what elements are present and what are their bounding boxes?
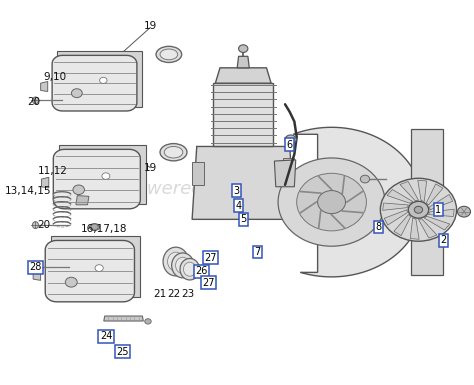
- Polygon shape: [410, 218, 419, 239]
- Polygon shape: [192, 162, 204, 185]
- Polygon shape: [45, 241, 135, 302]
- Circle shape: [414, 206, 423, 213]
- Ellipse shape: [175, 257, 190, 273]
- Polygon shape: [383, 203, 409, 210]
- Polygon shape: [428, 209, 454, 216]
- Polygon shape: [59, 145, 146, 204]
- Text: 22: 22: [167, 289, 180, 299]
- Text: 21: 21: [153, 289, 166, 299]
- Circle shape: [73, 185, 84, 194]
- Text: 16,17,18: 16,17,18: [81, 224, 127, 234]
- Text: 20: 20: [27, 97, 41, 107]
- Text: 28: 28: [29, 262, 42, 272]
- Circle shape: [297, 173, 366, 231]
- Ellipse shape: [183, 262, 196, 276]
- Text: 19: 19: [144, 21, 157, 31]
- Polygon shape: [51, 236, 140, 297]
- Text: 27: 27: [202, 278, 215, 288]
- Text: 27: 27: [204, 253, 217, 263]
- Text: 20: 20: [37, 220, 50, 230]
- Polygon shape: [419, 219, 437, 238]
- Text: Powered by Vision Spares: Powered by Vision Spares: [125, 180, 357, 198]
- Circle shape: [102, 173, 110, 179]
- Text: 9,10: 9,10: [44, 72, 66, 82]
- Circle shape: [285, 135, 296, 144]
- Circle shape: [380, 178, 456, 241]
- Circle shape: [91, 224, 98, 230]
- Ellipse shape: [163, 247, 189, 276]
- Polygon shape: [237, 56, 249, 68]
- Polygon shape: [418, 180, 427, 201]
- Text: 25: 25: [116, 347, 128, 357]
- Polygon shape: [387, 189, 413, 203]
- Polygon shape: [42, 177, 49, 188]
- Polygon shape: [400, 181, 419, 201]
- Circle shape: [72, 89, 82, 98]
- Circle shape: [408, 201, 428, 218]
- Text: 8: 8: [375, 222, 381, 232]
- Ellipse shape: [160, 49, 178, 60]
- Polygon shape: [52, 55, 137, 111]
- Polygon shape: [274, 160, 296, 187]
- Text: 1: 1: [436, 205, 441, 215]
- Polygon shape: [215, 68, 271, 83]
- Text: 26: 26: [195, 266, 208, 276]
- Text: 4: 4: [236, 201, 242, 211]
- Text: 23: 23: [181, 289, 194, 299]
- Circle shape: [238, 45, 248, 52]
- Polygon shape: [424, 216, 450, 230]
- Polygon shape: [384, 210, 407, 225]
- Polygon shape: [53, 149, 140, 209]
- Polygon shape: [426, 184, 443, 205]
- Polygon shape: [293, 127, 422, 277]
- Circle shape: [95, 265, 103, 271]
- Polygon shape: [104, 316, 143, 321]
- Text: 11,12: 11,12: [38, 166, 68, 176]
- Text: 13,14,15: 13,14,15: [5, 186, 51, 196]
- Polygon shape: [192, 146, 294, 219]
- Circle shape: [457, 206, 471, 217]
- Text: 5: 5: [240, 214, 246, 224]
- Text: 6: 6: [287, 139, 293, 149]
- Ellipse shape: [172, 253, 194, 278]
- Circle shape: [145, 319, 151, 324]
- Polygon shape: [76, 196, 89, 205]
- Polygon shape: [213, 83, 273, 146]
- Ellipse shape: [90, 224, 100, 231]
- Text: 3: 3: [233, 186, 239, 196]
- Polygon shape: [394, 214, 410, 236]
- Text: 2: 2: [440, 236, 446, 246]
- Polygon shape: [41, 82, 48, 92]
- Circle shape: [318, 191, 346, 214]
- Polygon shape: [429, 194, 453, 210]
- Ellipse shape: [164, 146, 183, 158]
- Ellipse shape: [160, 144, 187, 161]
- Circle shape: [100, 77, 107, 84]
- Ellipse shape: [180, 258, 200, 280]
- Text: 24: 24: [100, 331, 112, 341]
- Ellipse shape: [167, 252, 184, 271]
- Circle shape: [65, 277, 77, 287]
- Polygon shape: [33, 269, 41, 280]
- Circle shape: [278, 158, 385, 246]
- Text: 7: 7: [254, 247, 260, 257]
- Ellipse shape: [32, 97, 38, 104]
- Ellipse shape: [34, 264, 40, 271]
- Polygon shape: [410, 129, 443, 275]
- Ellipse shape: [32, 222, 38, 229]
- Polygon shape: [57, 51, 142, 107]
- Text: 19: 19: [144, 162, 157, 172]
- Polygon shape: [283, 158, 294, 177]
- Circle shape: [360, 175, 370, 183]
- Ellipse shape: [156, 46, 182, 62]
